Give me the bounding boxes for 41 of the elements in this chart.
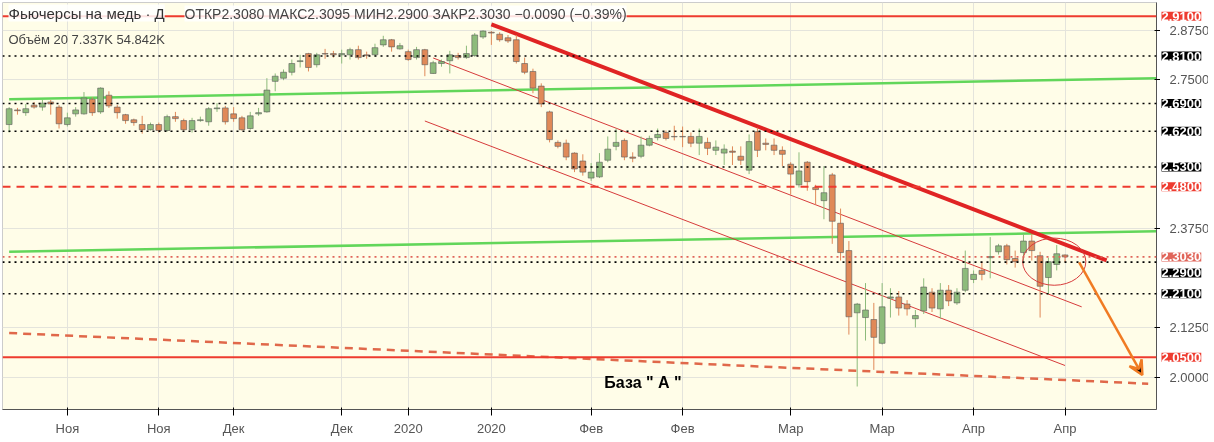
ref-line-label: 2.6900 [1161, 96, 1202, 112]
x-tick-label: Мар [777, 420, 804, 436]
candlestick [779, 145, 786, 167]
x-tick-label: 2020 [393, 420, 423, 436]
candlestick [812, 184, 819, 206]
x-tick-label: Фев [579, 420, 604, 436]
x-tick-label: Мар [869, 420, 895, 436]
ref-line-label: 2.3030 [1161, 249, 1202, 265]
y-tick-label: 2.1250 [1169, 319, 1210, 335]
ref-line-label: 2.4800 [1161, 179, 1202, 195]
ref-line-label: 2.9100 [1161, 8, 1202, 24]
candlestick [263, 77, 271, 114]
annotation: Объём 20 7.337K 54.842K [8, 31, 166, 47]
x-tick-label: Дек [222, 420, 245, 436]
x-tick-label: Дек [330, 420, 353, 436]
ref-line-label: 2.0500 [1161, 349, 1202, 365]
y-tick-label: 2.3750 [1169, 220, 1210, 236]
x-tick-label: Апр [962, 420, 986, 436]
chart-title: Фьючерсы на медь · Д [8, 4, 165, 22]
y-tick-label: 2.8750 [1169, 22, 1210, 38]
ref-line-label: 2.6200 [1161, 123, 1202, 139]
candlestick [604, 135, 611, 163]
ref-line-label: 2.8100 [1161, 48, 1202, 64]
x-tick-label: Фев [670, 420, 695, 436]
ref-line-label: 2.5300 [1161, 159, 1202, 175]
annotation: База " А " [604, 374, 682, 392]
candlestick [820, 165, 828, 220]
candlestick [870, 302, 878, 371]
candlestick [903, 299, 911, 317]
y-tick-label: 2.7500 [1169, 72, 1210, 88]
annotation: ОТКР2.3080 МАКС2.3095 МИН2.2900 ЗАКР2.3030 −0.0090 (−0.39%) [184, 5, 627, 22]
x-tick-label: 2020 [476, 420, 506, 436]
x-tick-label: Ноя [146, 420, 171, 436]
y-tick-label: 2.0000 [1169, 369, 1210, 385]
x-tick-label: Ноя [55, 420, 80, 436]
candlestick [446, 50, 454, 74]
ref-line-label: 2.2900 [1161, 265, 1202, 281]
x-tick-label: Апр [1053, 420, 1077, 436]
ref-line-label: 2.2100 [1161, 286, 1202, 302]
candlestick [737, 145, 744, 166]
candlestick [770, 137, 778, 156]
